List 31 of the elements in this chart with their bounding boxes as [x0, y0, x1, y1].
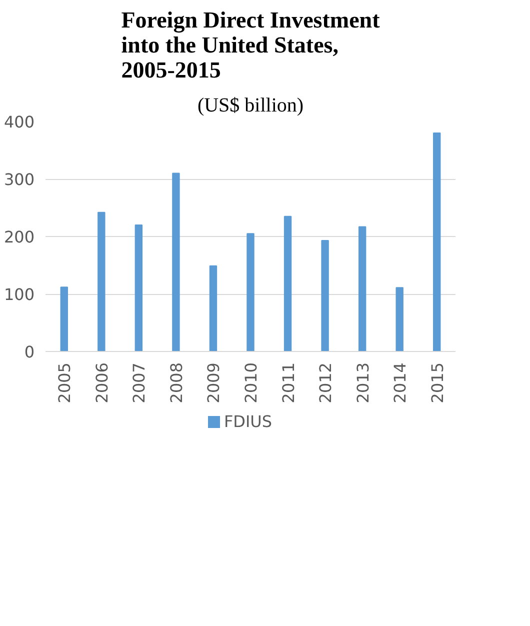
- bar: [60, 286, 68, 352]
- bar: [246, 233, 254, 352]
- x-tick-label: 2015: [428, 362, 447, 404]
- legend-label: FDIUS: [224, 411, 272, 433]
- x-tick-label: 2013: [353, 362, 372, 404]
- x-tick-label: 2006: [92, 362, 112, 404]
- bar: [433, 132, 441, 352]
- y-tick-label: 0: [24, 342, 35, 362]
- bar: [284, 216, 292, 352]
- x-tick-label: 2009: [204, 362, 224, 404]
- bar: [321, 240, 329, 352]
- bar: [172, 172, 180, 352]
- x-tick-label: 2010: [242, 362, 260, 404]
- chart-title: Foreign Direct Investment into the United States, 2005-2015: [121, 8, 380, 82]
- bar: [209, 265, 218, 352]
- x-tick-label: 2012: [316, 362, 336, 404]
- bar: [358, 226, 366, 352]
- x-tick-label: 2007: [130, 362, 149, 404]
- bar: [134, 224, 143, 352]
- legend-item: FDIUS: [208, 411, 272, 434]
- bar: [98, 212, 106, 352]
- y-tick-label: 100: [4, 285, 35, 304]
- y-tick-label: 400: [4, 112, 35, 132]
- x-tick-label: 2011: [278, 362, 298, 404]
- chart-subtitle: (US$ billion): [197, 94, 304, 116]
- x-tick-label: 2008: [166, 362, 186, 404]
- x-tick-label: 2014: [390, 362, 410, 404]
- y-tick-label: 200: [4, 228, 35, 246]
- x-tick-label: 2005: [55, 362, 74, 404]
- y-tick-label: 300: [4, 170, 35, 189]
- bar: [396, 287, 404, 352]
